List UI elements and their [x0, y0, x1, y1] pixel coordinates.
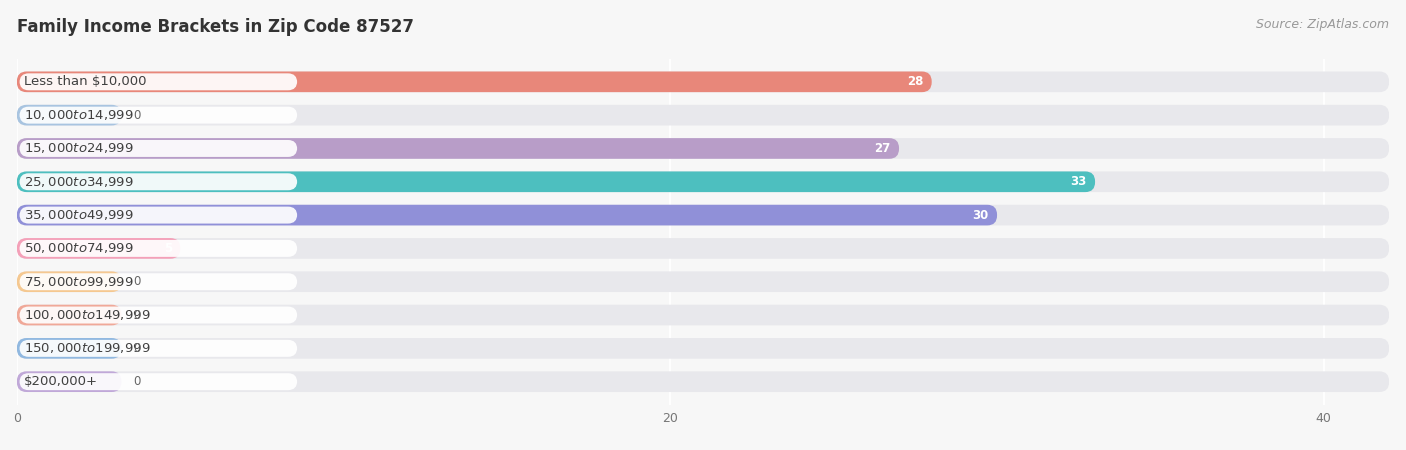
FancyBboxPatch shape	[17, 72, 932, 92]
FancyBboxPatch shape	[17, 271, 121, 292]
Text: 0: 0	[132, 375, 141, 388]
FancyBboxPatch shape	[17, 338, 121, 359]
Text: $50,000 to $74,999: $50,000 to $74,999	[24, 241, 134, 256]
FancyBboxPatch shape	[20, 140, 297, 157]
Text: Less than $10,000: Less than $10,000	[24, 75, 146, 88]
FancyBboxPatch shape	[20, 207, 297, 224]
Text: $10,000 to $14,999: $10,000 to $14,999	[24, 108, 134, 122]
FancyBboxPatch shape	[20, 273, 297, 290]
FancyBboxPatch shape	[17, 238, 180, 259]
Text: 0: 0	[132, 275, 141, 288]
Text: 33: 33	[1070, 175, 1087, 188]
Text: 0: 0	[132, 309, 141, 322]
Text: 30: 30	[973, 209, 988, 221]
FancyBboxPatch shape	[17, 138, 898, 159]
Text: $35,000 to $49,999: $35,000 to $49,999	[24, 208, 134, 222]
FancyBboxPatch shape	[17, 205, 1389, 225]
FancyBboxPatch shape	[17, 105, 1389, 126]
Text: Family Income Brackets in Zip Code 87527: Family Income Brackets in Zip Code 87527	[17, 18, 413, 36]
FancyBboxPatch shape	[17, 138, 1389, 159]
FancyBboxPatch shape	[17, 371, 1389, 392]
Text: $15,000 to $24,999: $15,000 to $24,999	[24, 141, 134, 155]
FancyBboxPatch shape	[17, 305, 121, 325]
FancyBboxPatch shape	[17, 371, 121, 392]
Text: 0: 0	[132, 108, 141, 122]
FancyBboxPatch shape	[20, 340, 297, 357]
FancyBboxPatch shape	[20, 173, 297, 190]
FancyBboxPatch shape	[17, 205, 997, 225]
Text: 5: 5	[165, 242, 172, 255]
Text: 28: 28	[907, 75, 924, 88]
FancyBboxPatch shape	[17, 171, 1095, 192]
FancyBboxPatch shape	[17, 72, 1389, 92]
FancyBboxPatch shape	[17, 171, 1389, 192]
FancyBboxPatch shape	[17, 105, 121, 126]
FancyBboxPatch shape	[20, 107, 297, 124]
Text: $150,000 to $199,999: $150,000 to $199,999	[24, 342, 150, 356]
Text: Source: ZipAtlas.com: Source: ZipAtlas.com	[1256, 18, 1389, 31]
Text: $75,000 to $99,999: $75,000 to $99,999	[24, 275, 134, 289]
Text: 0: 0	[132, 342, 141, 355]
FancyBboxPatch shape	[20, 240, 297, 257]
FancyBboxPatch shape	[17, 338, 1389, 359]
Text: $100,000 to $149,999: $100,000 to $149,999	[24, 308, 150, 322]
Text: $25,000 to $34,999: $25,000 to $34,999	[24, 175, 134, 189]
FancyBboxPatch shape	[20, 373, 297, 390]
Text: 27: 27	[875, 142, 891, 155]
FancyBboxPatch shape	[17, 238, 1389, 259]
FancyBboxPatch shape	[20, 306, 297, 324]
FancyBboxPatch shape	[17, 271, 1389, 292]
FancyBboxPatch shape	[20, 73, 297, 90]
FancyBboxPatch shape	[17, 305, 1389, 325]
Text: $200,000+: $200,000+	[24, 375, 98, 388]
